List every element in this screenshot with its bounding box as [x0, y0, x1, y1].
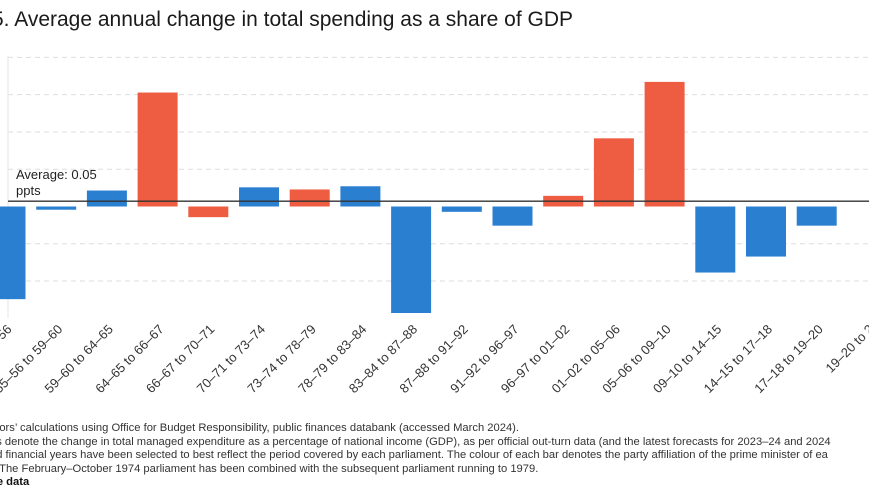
source-note: thors’ calculations using Office for Bud… [0, 422, 519, 434]
bars [0, 81, 837, 313]
bar-70-71-to-73-74 [239, 187, 279, 207]
bar-14-15-to-17-18 [746, 206, 786, 257]
bar-o-55-56 [0, 206, 26, 300]
gridlines [7, 55, 869, 318]
bar-17-18-to-19-20 [796, 206, 837, 226]
note-line-3: t. The February–October 1974 parliament … [0, 462, 539, 475]
average-label-unit: ppts [16, 183, 41, 198]
average-label: Average: 0.05 [16, 167, 97, 182]
bar-09-10-to-14-15 [695, 206, 736, 273]
x-tick-label: o 55–56 [0, 322, 15, 366]
bar-87-88-to-91-92 [441, 206, 482, 212]
bar-83-84-to-87-88 [391, 206, 432, 313]
bar-73-74-to-78-79 [289, 189, 330, 207]
bar-64-65-to-66-67 [137, 92, 178, 207]
bar-55-56-to-59-60 [36, 206, 77, 210]
chart-title: 5. Average annual change in total spendi… [0, 8, 574, 31]
bar-78-79-to-83-84 [340, 186, 381, 207]
note-line-2: nd financial years have been selected to… [0, 449, 828, 461]
bar-59-60-to-64-65 [86, 190, 127, 207]
bar-66-67-to-70-71 [188, 206, 229, 218]
bar-05-06-to-09-10 [644, 81, 685, 207]
bar-91-92-to-96-97 [492, 206, 533, 226]
x-tick-label: 19–20 to 2 [822, 322, 869, 376]
bar-01-02-to-05-06 [593, 138, 634, 207]
chart-notes: thors’ calculations using Office for Bud… [0, 422, 869, 490]
note-line-1: es denote the change in total managed ex… [0, 435, 831, 448]
get-data-link[interactable]: he data [0, 476, 30, 488]
